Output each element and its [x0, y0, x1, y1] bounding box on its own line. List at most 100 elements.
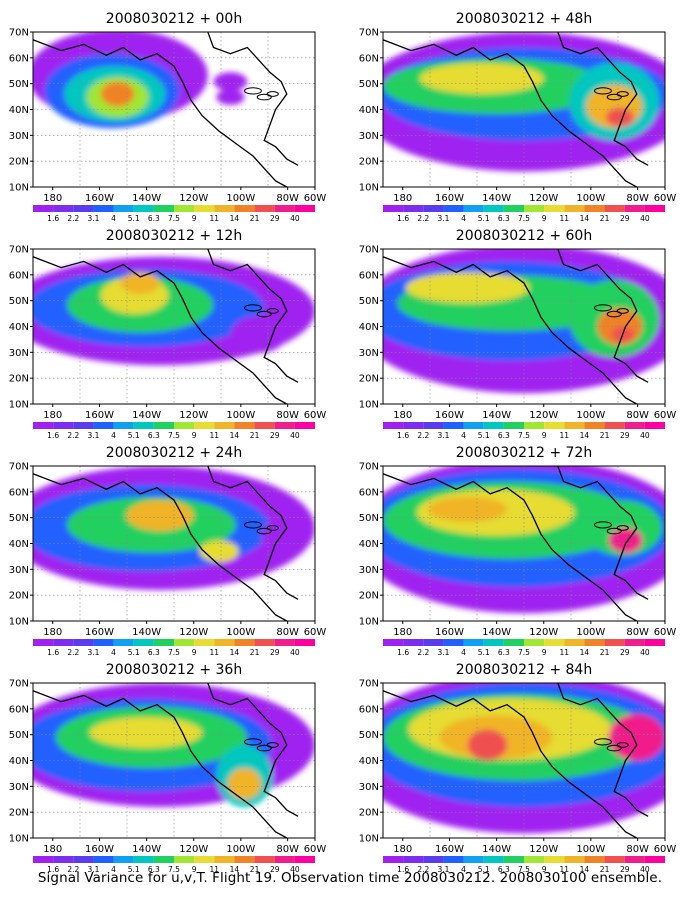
variance-contour	[583, 500, 663, 556]
coastlines	[33, 32, 299, 187]
lat-tick-label: 60N	[9, 270, 29, 281]
colorbar-swatch	[33, 422, 54, 429]
colorbar-label: 6.3	[498, 214, 510, 223]
lat-tick-label: 40N	[9, 322, 29, 333]
colorbar-label: 9	[192, 431, 197, 440]
colorbar-label: 11	[210, 865, 220, 874]
colorbar-label: 9	[192, 214, 197, 223]
lon-tick-label: 160W	[85, 627, 114, 638]
lat-tick-label: 50N	[359, 730, 379, 741]
colorbar-label: 21	[250, 431, 260, 440]
colorbar-swatch	[33, 856, 54, 863]
colorbar-swatch	[503, 422, 524, 429]
lat-tick-label: 60N	[359, 704, 379, 715]
variance-contour	[428, 497, 508, 522]
lat-tick-label: 70N	[359, 28, 379, 39]
colorbar-label: 2.2	[417, 214, 429, 223]
colorbar-swatch	[503, 205, 524, 212]
panel-title: 2008030212 + 72h	[456, 445, 592, 461]
panel-title: 2008030212 + 60h	[456, 228, 592, 244]
variance-contour	[467, 729, 508, 761]
colorbar: 1.6 2.2 3.1 4 5.1 6.3 7.5 9 11 14 21 29 40	[383, 205, 665, 223]
colorbar-swatch	[564, 205, 585, 212]
colorbar-swatch	[174, 205, 195, 212]
colorbar-label: 1.6	[47, 214, 59, 223]
lon-tick-label: 160W	[435, 844, 464, 855]
colorbar-label: 11	[210, 648, 220, 657]
variance-field	[383, 32, 665, 172]
colorbar-swatch	[214, 422, 235, 429]
colorbar-label: 14	[230, 865, 240, 874]
colorbar-label: 2.2	[417, 431, 429, 440]
colorbar-swatch	[93, 205, 114, 212]
lon-tick-label: 80W	[276, 627, 299, 638]
colorbar-swatch	[624, 422, 645, 429]
figure-caption: Signal Variance for u,v,T. Flight 19. Ob…	[37, 870, 663, 886]
variance-contour	[605, 107, 634, 127]
colorbar-label: 1.6	[47, 865, 59, 874]
colorbar-swatch	[624, 639, 645, 646]
lon-tick-label: 160W	[85, 410, 114, 421]
lat-tick-label: 50N	[359, 513, 379, 524]
lat-tick-label: 30N	[9, 782, 29, 793]
lat-tick-label: 70N	[9, 28, 29, 39]
colorbar-swatch	[194, 205, 215, 212]
lon-tick-label: 140W	[132, 410, 161, 421]
lon-tick-label: 120W	[529, 627, 558, 638]
colorbar-label: 1.6	[397, 214, 409, 223]
colorbar-label: 9	[542, 648, 547, 657]
lon-tick-label: 80W	[276, 410, 299, 421]
colorbar-swatch	[133, 205, 154, 212]
lon-tick-label: 140W	[482, 627, 511, 638]
lat-tick-label: 10N	[359, 834, 379, 845]
colorbar-swatch	[153, 422, 174, 429]
map-panel: 2008030212 + 72h 70N 60N 50N 40N 30N 20N 10N 180…	[359, 445, 677, 657]
colorbar-swatch	[194, 422, 215, 429]
variance-contour	[89, 717, 203, 749]
colorbar-label: 2.2	[67, 865, 79, 874]
lat-tick-label: 50N	[359, 79, 379, 90]
colorbar-label: 29	[620, 865, 630, 874]
colorbar-label: 14	[580, 648, 590, 657]
lon-tick-label: 60W	[304, 844, 327, 855]
lon-tick-label: 120W	[529, 410, 558, 421]
colorbar-label: 1.6	[397, 865, 409, 874]
lon-tick-label: 140W	[132, 844, 161, 855]
lat-tick-label: 30N	[359, 131, 379, 142]
colorbar-label: 40	[640, 865, 650, 874]
colorbar-label: 7.5	[518, 648, 530, 657]
lat-tick-label: 20N	[359, 374, 379, 385]
colorbar-swatch	[443, 422, 464, 429]
lat-tick-label: 60N	[9, 704, 29, 715]
map-panel: 2008030212 + 60h 70N 60N 50N 40N 30N 20N 10N 180…	[359, 228, 677, 440]
colorbar-label: 21	[250, 865, 260, 874]
colorbar-label: 3.1	[437, 431, 449, 440]
colorbar-label: 4	[461, 214, 466, 223]
variance-contour	[126, 500, 194, 532]
colorbar-label: 2.2	[417, 865, 429, 874]
colorbar-label: 5.1	[478, 214, 490, 223]
colorbar-swatch	[254, 856, 275, 863]
colorbar-swatch	[403, 639, 424, 646]
colorbar: 1.6 2.2 3.1 4 5.1 6.3 7.5 9 11 14 21 29 40	[33, 205, 315, 223]
colorbar-label: 6.3	[498, 648, 510, 657]
colorbar-swatch	[254, 422, 275, 429]
lon-tick-label: 60W	[654, 627, 677, 638]
colorbar-label: 14	[230, 214, 240, 223]
colorbar-label: 3.1	[437, 648, 449, 657]
colorbar-swatch	[463, 422, 484, 429]
colorbar-swatch	[443, 639, 464, 646]
colorbar-swatch	[93, 422, 114, 429]
colorbar-swatch	[483, 205, 504, 212]
lon-tick-label: 160W	[85, 844, 114, 855]
lat-tick-label: 20N	[9, 157, 29, 168]
lon-tick-label: 100W	[226, 410, 255, 421]
colorbar-swatch	[604, 856, 625, 863]
colorbar-swatch	[113, 856, 134, 863]
map-panel: 2008030212 + 12h 70N 60N 50N 40N 30N 20N 10N 180…	[9, 228, 327, 440]
lat-tick-label: 70N	[9, 462, 29, 473]
colorbar-label: 40	[640, 648, 650, 657]
variance-field	[383, 683, 665, 834]
colorbar-swatch	[624, 856, 645, 863]
